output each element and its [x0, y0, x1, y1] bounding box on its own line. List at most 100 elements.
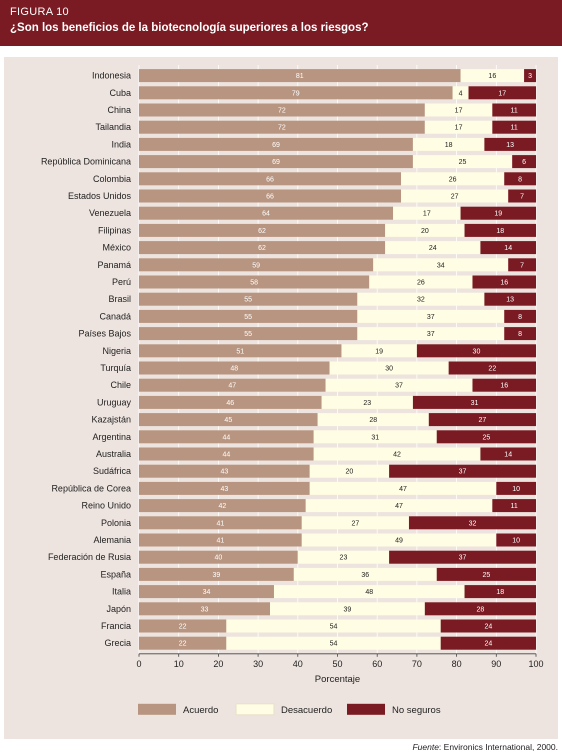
category-label: Nigeria: [102, 346, 131, 356]
data-label: 7: [520, 194, 524, 201]
bar-segment: [139, 86, 453, 100]
x-tick-label: 40: [293, 659, 303, 669]
category-label: Francia: [101, 621, 131, 631]
data-label: 11: [511, 108, 518, 115]
bar-segment: [484, 292, 536, 306]
data-label: 36: [361, 572, 369, 579]
data-label: 17: [498, 90, 506, 97]
x-tick-label: 90: [491, 659, 501, 669]
data-label: 16: [500, 280, 508, 287]
data-label: 11: [511, 125, 518, 132]
x-tick-label: 10: [174, 659, 184, 669]
data-label: 47: [395, 503, 403, 510]
bar-segment: [139, 550, 298, 564]
bar-segment: [460, 69, 525, 83]
category-label: República de Corea: [51, 483, 131, 493]
data-label: 6: [522, 159, 526, 166]
bar-segment: [504, 327, 536, 341]
category-label: México: [102, 243, 131, 253]
legend-label: Desacuerdo: [281, 705, 332, 716]
category-label: Canadá: [99, 311, 131, 321]
data-label: 79: [292, 90, 300, 97]
bar-segment: [139, 241, 386, 255]
category-label: Cuba: [109, 88, 131, 98]
category-label: Uruguay: [97, 397, 132, 407]
data-label: 43: [220, 486, 228, 493]
data-label: 62: [258, 245, 266, 252]
category-label: Países Bajos: [78, 329, 131, 339]
bar-segment: [373, 258, 509, 272]
data-label: 37: [427, 314, 435, 321]
bar-segment: [393, 206, 461, 220]
data-label: 20: [421, 228, 429, 235]
data-label: 49: [395, 538, 403, 545]
bar-segment: [492, 499, 536, 513]
bar-segment: [321, 395, 413, 409]
category-label: República Dominicana: [41, 157, 131, 167]
category-label: Argentina: [92, 432, 131, 442]
figure-title: ¿Son los beneficios de la biotecnología …: [10, 22, 369, 34]
data-label: 47: [399, 486, 407, 493]
category-label: Australia: [96, 449, 131, 459]
bar-segment: [401, 172, 505, 186]
data-label: 31: [371, 434, 379, 441]
figure-header: FIGURA 10 ¿Son los beneficios de la biot…: [0, 0, 562, 46]
bar-segment: [357, 292, 485, 306]
data-label: 18: [496, 589, 504, 596]
category-label: Sudáfrica: [93, 466, 131, 476]
data-label: 17: [455, 108, 463, 115]
bar-segment: [385, 241, 481, 255]
data-label: 30: [385, 366, 393, 373]
x-tick-label: 20: [213, 659, 223, 669]
bar-segment: [139, 103, 425, 117]
data-label: 31: [471, 400, 479, 407]
data-label: 55: [244, 297, 252, 304]
bar-segment: [139, 447, 314, 461]
data-label: 48: [230, 366, 238, 373]
data-label: 54: [330, 641, 338, 648]
category-label: Filipinas: [98, 225, 132, 235]
bar-segment: [452, 86, 469, 100]
data-label: 59: [252, 262, 260, 269]
data-label: 55: [244, 331, 252, 338]
bar-segment: [139, 137, 413, 151]
bar-segment: [412, 395, 536, 409]
bar-segment: [139, 361, 330, 375]
bar-segment: [448, 361, 536, 375]
bar-segment: [504, 172, 536, 186]
bar-segment: [139, 344, 342, 358]
data-label: 44: [222, 434, 230, 441]
category-label: Tailandia: [95, 122, 131, 132]
data-label: 10: [512, 538, 520, 545]
source-text: : Environics International, 2000.: [438, 742, 558, 752]
bar-segment: [139, 464, 310, 478]
category-label: China: [107, 105, 131, 115]
data-label: 41: [216, 520, 224, 527]
data-label: 34: [203, 589, 211, 596]
data-label: 47: [228, 383, 236, 390]
data-label: 37: [427, 331, 435, 338]
bar-segment: [428, 413, 536, 427]
bar-segment: [139, 189, 402, 203]
data-label: 58: [250, 280, 258, 287]
bar-segment: [412, 137, 485, 151]
bar-segment: [508, 189, 536, 203]
data-label: 30: [473, 348, 481, 355]
bar-segment: [139, 275, 370, 289]
bar-segment: [139, 69, 461, 83]
data-label: 39: [344, 606, 352, 613]
bar-segment: [309, 481, 497, 495]
category-label: Indonesia: [92, 71, 131, 81]
data-label: 11: [511, 503, 518, 510]
bar-segment: [270, 602, 425, 616]
category-label: Polonia: [101, 518, 131, 528]
data-label: 62: [258, 228, 266, 235]
category-label: Alemania: [93, 535, 131, 545]
bar-segment: [313, 430, 437, 444]
x-tick-label: 30: [253, 659, 263, 669]
figure-label: FIGURA 10: [10, 6, 69, 18]
bar-segment: [484, 137, 536, 151]
data-label: 72: [278, 125, 286, 132]
data-label: 42: [393, 452, 401, 459]
data-label: 18: [496, 228, 504, 235]
